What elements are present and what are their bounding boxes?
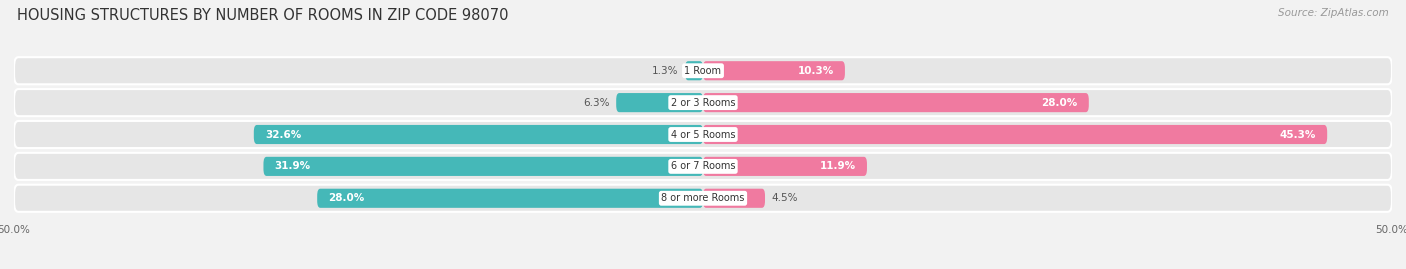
Text: 28.0%: 28.0% xyxy=(328,193,364,203)
FancyBboxPatch shape xyxy=(703,125,1327,144)
FancyBboxPatch shape xyxy=(703,157,868,176)
Text: 2 or 3 Rooms: 2 or 3 Rooms xyxy=(671,98,735,108)
FancyBboxPatch shape xyxy=(254,125,703,144)
Text: 4.5%: 4.5% xyxy=(772,193,799,203)
Text: 1.3%: 1.3% xyxy=(652,66,678,76)
Text: 6 or 7 Rooms: 6 or 7 Rooms xyxy=(671,161,735,171)
FancyBboxPatch shape xyxy=(263,157,703,176)
FancyBboxPatch shape xyxy=(14,89,1392,116)
Text: 6.3%: 6.3% xyxy=(583,98,609,108)
Text: HOUSING STRUCTURES BY NUMBER OF ROOMS IN ZIP CODE 98070: HOUSING STRUCTURES BY NUMBER OF ROOMS IN… xyxy=(17,8,509,23)
Text: 45.3%: 45.3% xyxy=(1279,129,1316,140)
Text: 8 or more Rooms: 8 or more Rooms xyxy=(661,193,745,203)
FancyBboxPatch shape xyxy=(318,189,703,208)
FancyBboxPatch shape xyxy=(616,93,703,112)
FancyBboxPatch shape xyxy=(14,121,1392,148)
Text: 4 or 5 Rooms: 4 or 5 Rooms xyxy=(671,129,735,140)
FancyBboxPatch shape xyxy=(703,61,845,80)
Text: 28.0%: 28.0% xyxy=(1042,98,1078,108)
Text: 31.9%: 31.9% xyxy=(274,161,311,171)
FancyBboxPatch shape xyxy=(685,61,703,80)
Text: Source: ZipAtlas.com: Source: ZipAtlas.com xyxy=(1278,8,1389,18)
Text: 10.3%: 10.3% xyxy=(797,66,834,76)
Text: 11.9%: 11.9% xyxy=(820,161,856,171)
FancyBboxPatch shape xyxy=(703,189,765,208)
Text: 1 Room: 1 Room xyxy=(685,66,721,76)
FancyBboxPatch shape xyxy=(14,57,1392,84)
FancyBboxPatch shape xyxy=(703,93,1088,112)
Text: 32.6%: 32.6% xyxy=(264,129,301,140)
FancyBboxPatch shape xyxy=(14,185,1392,212)
FancyBboxPatch shape xyxy=(14,153,1392,180)
